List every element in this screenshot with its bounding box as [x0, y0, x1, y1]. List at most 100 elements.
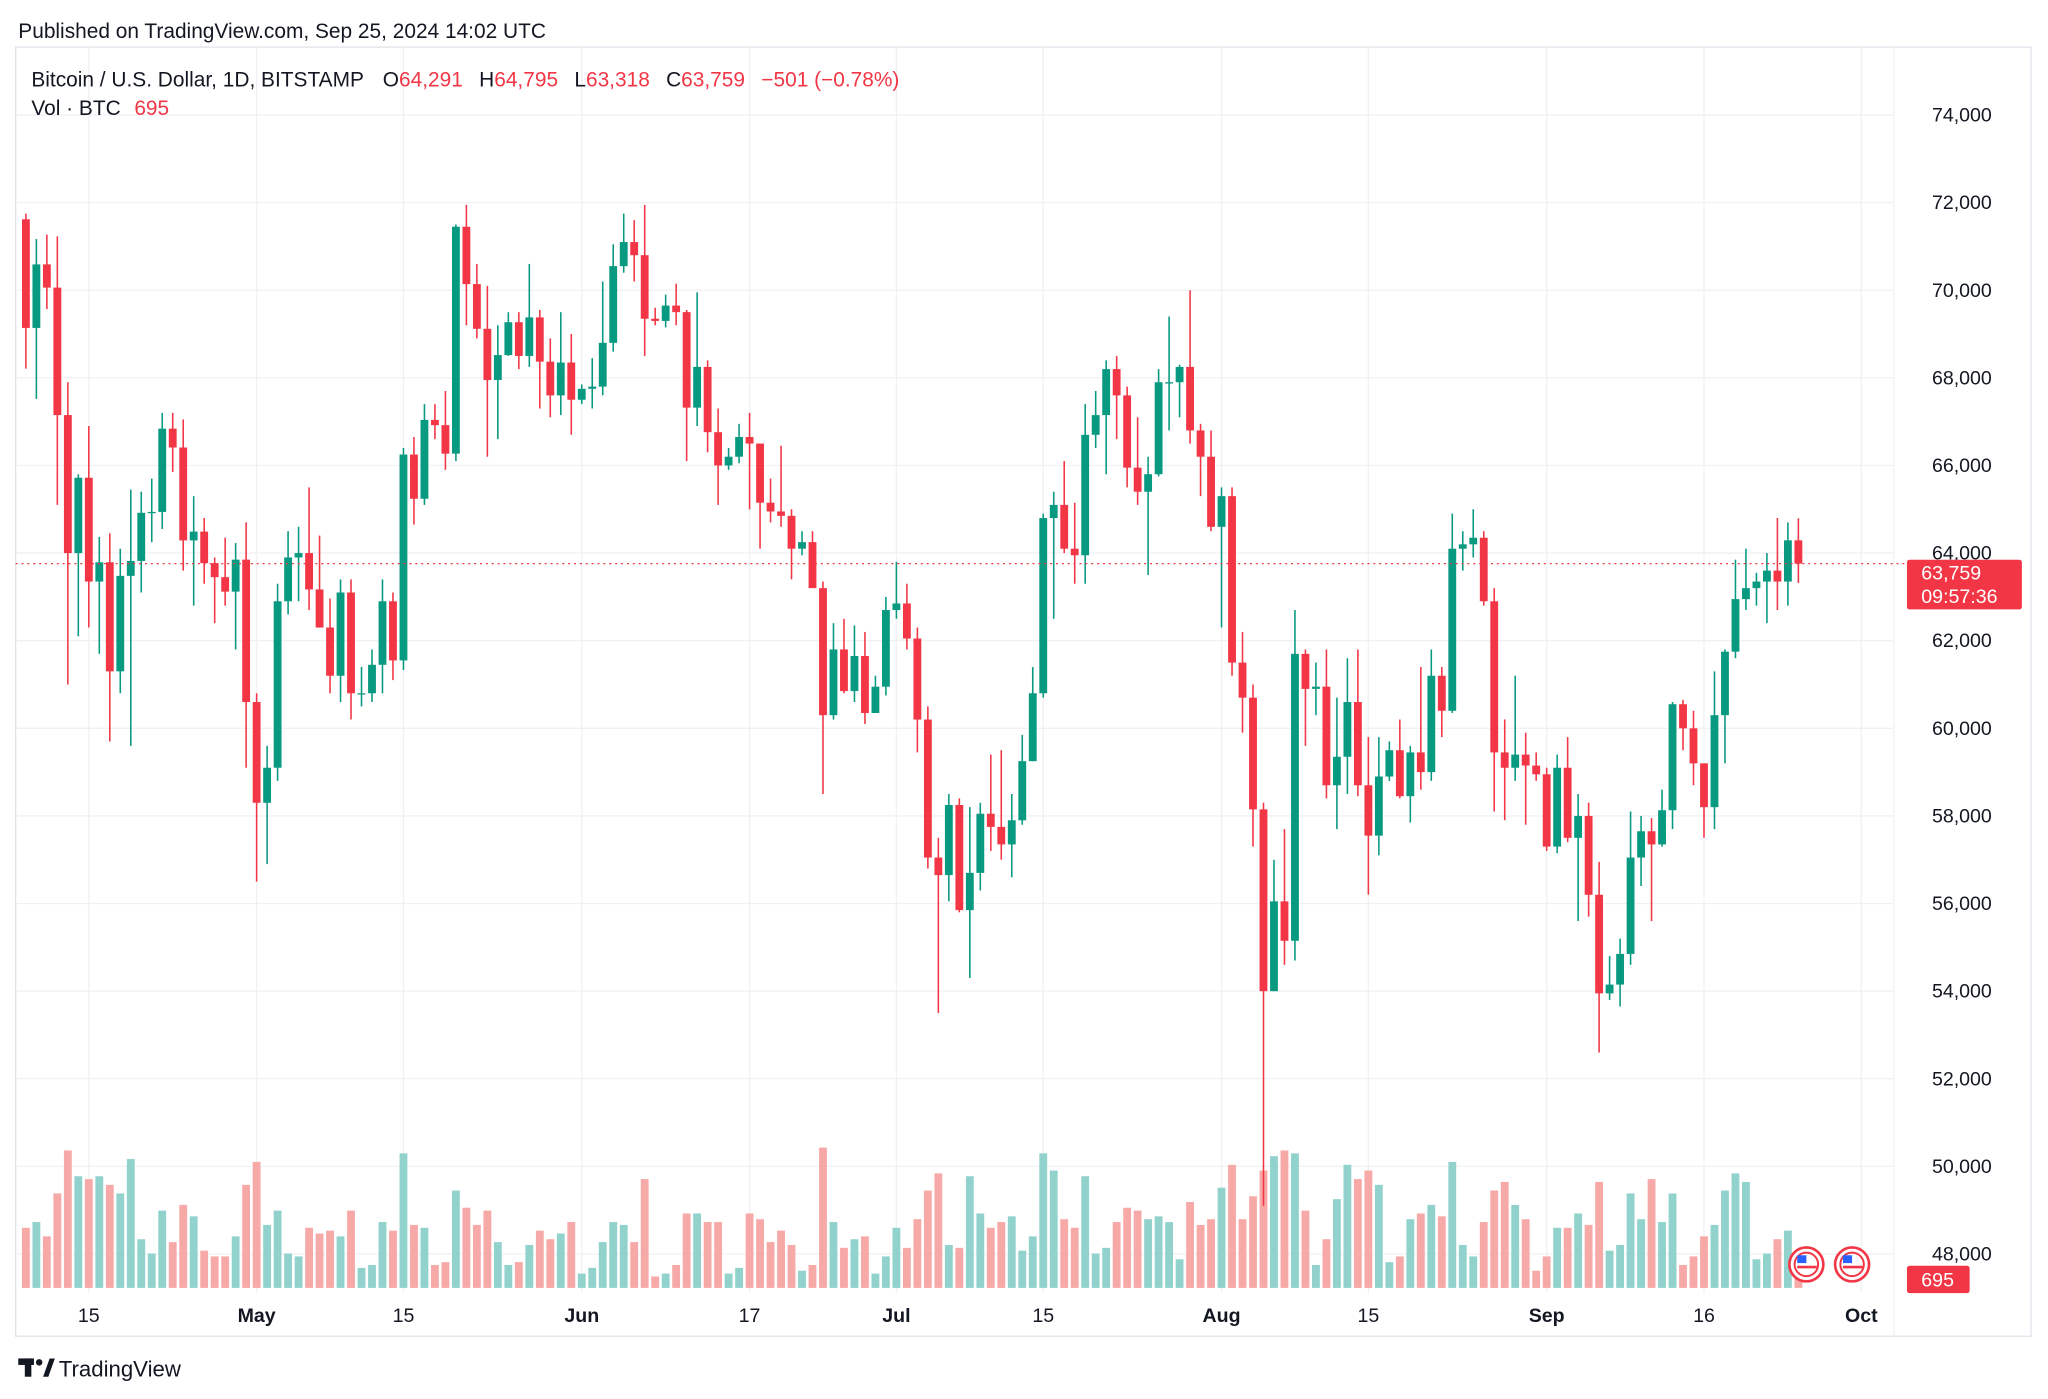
candle-body [1343, 702, 1352, 757]
candle [95, 536, 104, 654]
candle-body [1469, 537, 1478, 545]
candle-body [126, 560, 135, 576]
volume-bar [1259, 1170, 1268, 1288]
volume-bar [326, 1230, 334, 1288]
candle-body [74, 477, 83, 554]
volume-bar [1007, 1216, 1016, 1288]
candle [1773, 518, 1782, 611]
candle-body [326, 627, 334, 676]
candle [451, 224, 460, 462]
event-icons[interactable] [1788, 1246, 1871, 1283]
time-axis[interactable]: 15 May 15 Jun 17 Jul 15 Aug 15 Sep 16 Oct [78, 1305, 1878, 1327]
candle [399, 447, 408, 671]
volume-bar [493, 1242, 502, 1288]
volume-bar [1249, 1196, 1257, 1288]
volume-bar [955, 1247, 964, 1288]
candle [808, 531, 817, 589]
candle [902, 583, 911, 650]
candle [357, 666, 366, 707]
candle-body [819, 588, 827, 716]
candle-body [357, 693, 366, 695]
y-tick-label: 74,000 [1932, 105, 1992, 127]
candle [158, 412, 167, 529]
candle-body [861, 656, 869, 713]
candle-body [787, 515, 796, 549]
candle [1270, 859, 1278, 992]
candle-body [168, 428, 177, 448]
y-tick-label: 72,000 [1932, 192, 1992, 214]
candle-body [63, 415, 72, 554]
candle-body [1574, 815, 1583, 838]
legend-symbol: Bitcoin / U.S. Dollar, 1D, BITSTAMP [31, 68, 364, 91]
tradingview-logo[interactable]: TradingView [18, 1357, 182, 1382]
volume-bar [399, 1153, 408, 1288]
volume-bar [263, 1224, 272, 1288]
chart-frame [15, 46, 2032, 1337]
candle [682, 309, 691, 462]
candle-body [1616, 953, 1625, 985]
volume-bar [1165, 1222, 1174, 1288]
candle-body [410, 454, 418, 499]
volume-bar [1773, 1239, 1782, 1288]
volume-bar [1416, 1213, 1425, 1288]
volume-bar [766, 1242, 775, 1288]
candle-body [1081, 434, 1090, 556]
candle [923, 706, 932, 869]
candle [1752, 572, 1761, 606]
candle [850, 625, 859, 703]
volume-bar [315, 1233, 324, 1288]
volume-bar [32, 1222, 41, 1288]
us-flag-icon[interactable] [1788, 1246, 1825, 1283]
legend-high: 64,795 [494, 68, 558, 91]
volume-bar [1616, 1244, 1625, 1288]
candle [1647, 818, 1656, 922]
candle [840, 618, 848, 694]
candle [703, 360, 712, 453]
us-flag-icon[interactable] [1833, 1246, 1871, 1283]
volume-bar [504, 1265, 513, 1288]
candle-body [242, 559, 251, 703]
candle [1721, 649, 1729, 764]
candle [1542, 767, 1551, 851]
candle [1679, 699, 1687, 751]
price-axis[interactable]: 74,000 72,000 70,000 68,000 66,000 64,000 62,0… [1932, 105, 1992, 1266]
candles [21, 204, 1803, 1206]
volume-bar [714, 1222, 723, 1288]
volume-badge-text: 695 [1921, 1270, 1954, 1292]
candle-body [913, 638, 922, 720]
candle [1207, 430, 1215, 532]
candle-body [315, 589, 324, 628]
candle [1070, 502, 1079, 584]
candle-body [630, 242, 639, 256]
x-tick-label: 16 [1693, 1305, 1715, 1327]
candle-body [1542, 774, 1551, 847]
candle-body [609, 266, 618, 343]
volume-bar [168, 1242, 177, 1288]
candle-body [902, 603, 911, 639]
legend-low: 63,318 [586, 68, 650, 91]
candle [410, 436, 418, 525]
candle-body [672, 305, 681, 313]
candle [965, 807, 974, 979]
candle [1783, 522, 1792, 606]
candle [189, 496, 198, 606]
tradingview-logo-icon [18, 1358, 55, 1377]
candle-body [735, 436, 744, 457]
candle [1563, 737, 1572, 843]
volume-bar [1563, 1227, 1572, 1288]
candle [1186, 290, 1194, 444]
candle [997, 750, 1006, 860]
candle-body [158, 428, 167, 512]
volume-bar [95, 1176, 104, 1288]
candle-body [682, 312, 691, 408]
candle-body [105, 562, 114, 672]
y-tick-label: 58,000 [1932, 805, 1992, 827]
candle-body [462, 226, 471, 285]
x-tick-label: 15 [1032, 1305, 1054, 1327]
volume-bar [1742, 1181, 1750, 1288]
candle [1291, 610, 1299, 961]
candle-body [389, 601, 397, 661]
volume-bar [1070, 1227, 1079, 1288]
candle [651, 307, 660, 326]
